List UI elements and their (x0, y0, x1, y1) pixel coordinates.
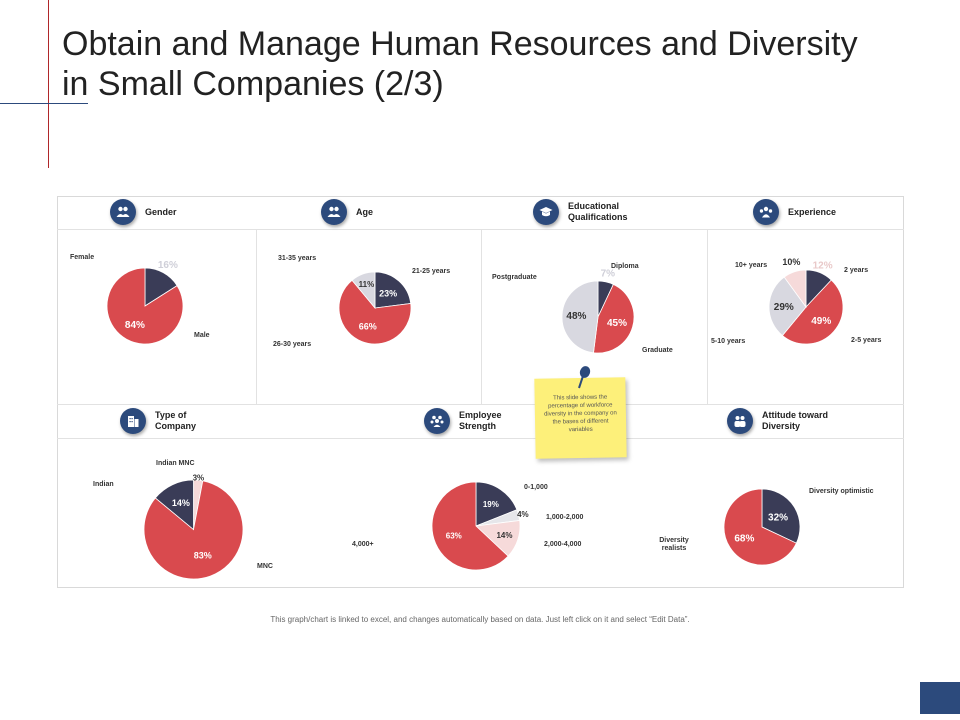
experience-label-10-plus-years: 10+ years (735, 262, 768, 269)
experience-label-2-5-years: 2-5 years (851, 337, 882, 344)
attitude-label-realists: Diversity realists (659, 537, 689, 552)
section-type-of-company: Type of Company (120, 408, 215, 434)
experience-label-2-years: 2 years (844, 267, 869, 274)
panel-divider-col2 (481, 229, 482, 404)
diversity-panel (57, 196, 904, 588)
attitude-value-label-1: 32% (768, 512, 788, 523)
type-of-company-value-label-3: 14% (172, 498, 190, 508)
section-age: Age (321, 199, 373, 225)
section-age-label: Age (356, 206, 374, 217)
experience-value-label-4: 10% (782, 257, 800, 267)
experience-label-5-10-years: 5-10 years (711, 338, 746, 345)
employee-strength-pie-chart: 19% 4% 14% 63% (431, 481, 529, 571)
age-slice-2 (338, 279, 412, 345)
type-of-company-pie-chart: 3% 83% 14% (143, 474, 244, 580)
section-experience: Experience (753, 199, 836, 225)
gender-pie-chart: 16% 84% (106, 260, 184, 345)
type-of-company-value-label-1: 3% (193, 474, 205, 483)
accent-horizontal-line (0, 103, 88, 104)
gender-value-label-1: 16% (158, 260, 178, 271)
gender-label-male: Male (194, 332, 210, 339)
strength-label-1000-2000: 1,000-2,000 (546, 514, 584, 521)
slide-title: Obtain and Manage Human Resources and Di… (62, 25, 858, 103)
education-slice-3 (561, 280, 599, 354)
panel-divider-top (57, 229, 904, 230)
employee-strength-value-label-4: 63% (446, 531, 462, 540)
section-employee-strength-label: Employee Strength (459, 410, 502, 431)
section-education: Educational Qualifications (533, 199, 648, 225)
experience-slice-3 (768, 276, 807, 337)
section-attitude: Attitude toward Diversity (727, 408, 842, 434)
education-value-label-1: 7% (601, 269, 616, 280)
gender-label-female: Female (70, 254, 95, 261)
age-label-21-25: 21-25 years (412, 268, 451, 275)
education-pie-chart: 7% 45% 48% (561, 269, 635, 354)
type-of-company-slice-3 (154, 479, 194, 531)
education-value-label-2: 45% (607, 318, 627, 329)
section-experience-label: Experience (788, 206, 837, 217)
experience-pie-chart: 12% 49% 29% 10% (768, 257, 844, 345)
strength-label-2000-4000: 2,000-4,000 (544, 541, 582, 548)
panel-divider-col1 (256, 229, 257, 404)
education-value-label-3: 48% (566, 311, 586, 322)
section-employee-strength: Employee Strength (424, 408, 519, 434)
company-label-mnc: MNC (257, 563, 273, 570)
education-label-postgraduate: Postgraduate (492, 274, 537, 281)
age-value-label-1: 23% (379, 288, 397, 298)
employee-strength-value-label-2: 4% (517, 510, 529, 519)
experience-value-label-2: 49% (811, 316, 831, 327)
experience-slice-2 (781, 279, 844, 345)
footer-note: This graph/chart is linked to excel, and… (270, 615, 690, 624)
attitude-slice-1 (761, 488, 801, 544)
section-gender: Gender (110, 199, 177, 225)
experience-slice-4 (783, 269, 807, 309)
age-value-label-2: 66% (359, 322, 377, 332)
company-label-indian-mnc: Indian MNC (156, 460, 195, 467)
attitude-label-optimistic: Diversity optimistic (809, 488, 874, 495)
age-pie-chart: 23% 66% 11% (338, 271, 412, 345)
accent-vertical-line (48, 0, 49, 168)
employee-strength-slice-4 (431, 481, 509, 571)
users-icon (727, 408, 753, 434)
panel-divider-lower (57, 438, 904, 439)
age-slice-1 (374, 271, 412, 309)
section-type-of-company-label: Type of Company (155, 410, 197, 431)
push-pin-icon (578, 366, 591, 389)
employee-strength-value-label-3: 14% (496, 531, 512, 540)
section-education-label: Educational Qualifications (568, 201, 628, 222)
panel-divider-col3 (707, 229, 708, 404)
corner-accent-block (920, 682, 960, 714)
experience-value-label-1: 12% (813, 261, 833, 272)
attitude-slice-2 (723, 488, 797, 566)
gender-slice-2 (106, 267, 184, 345)
building-icon (120, 408, 146, 434)
strength-label-0-1000: 0-1,000 (524, 484, 548, 491)
attitude-pie-chart: 32% 68% (723, 488, 801, 566)
group-icon (424, 408, 450, 434)
employee-strength-slice-1 (475, 481, 518, 527)
education-label-graduate: Graduate (642, 347, 673, 354)
graduation-cap-icon (533, 199, 559, 225)
strength-label-4000-plus: 4,000+ (352, 541, 374, 548)
age-label-31-35: 31-35 years (278, 255, 317, 262)
company-label-indian: Indian (93, 481, 114, 488)
age-slice-3 (351, 271, 376, 310)
age-label-26-30: 26-30 years (273, 341, 312, 348)
sticky-note-text: This slide shows the percentage of workf… (544, 394, 617, 434)
team-icon (753, 199, 779, 225)
panel-divider-middle (57, 404, 904, 405)
section-attitude-label: Attitude toward Diversity (762, 410, 828, 431)
people-icon (321, 199, 347, 225)
section-gender-label: Gender (145, 206, 177, 217)
people-icon (110, 199, 136, 225)
gender-value-label-2: 84% (125, 320, 145, 331)
education-label-diploma: Diploma (611, 263, 639, 270)
experience-value-label-3: 29% (774, 302, 794, 313)
education-slice-2 (593, 283, 635, 354)
employee-strength-value-label-1: 19% (483, 500, 499, 509)
attitude-value-label-2: 68% (734, 534, 754, 545)
type-of-company-value-label-2: 83% (194, 550, 212, 560)
age-value-label-3: 11% (359, 280, 375, 289)
